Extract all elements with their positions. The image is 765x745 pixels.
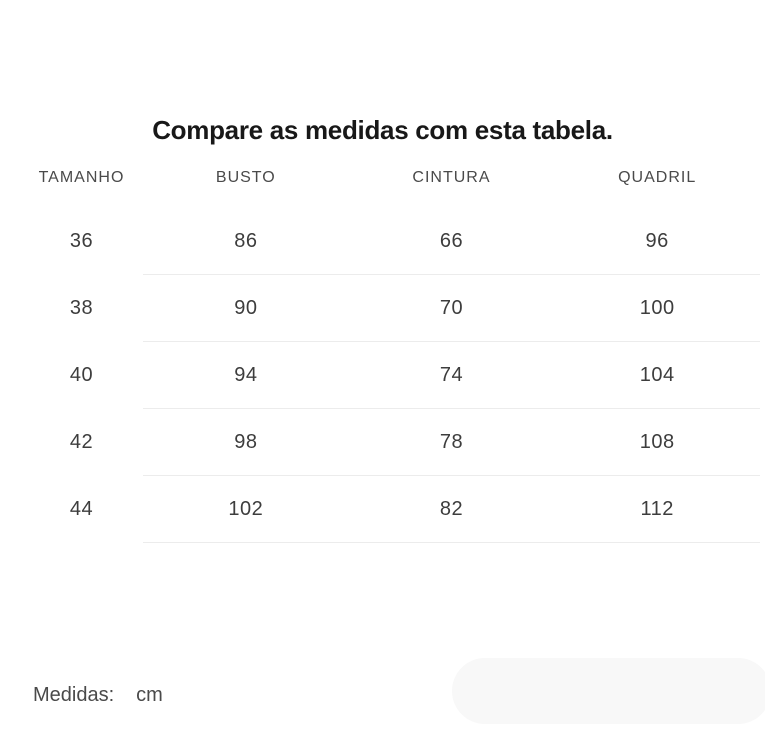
table-row: 40 94 74 104	[20, 341, 760, 409]
cell-hip: 112	[554, 475, 760, 543]
cell-size: 42	[69, 430, 94, 453]
cell-hip: 108	[554, 408, 760, 476]
cell-hip: 100	[554, 274, 760, 342]
bottom-right-rounded-panel	[452, 658, 765, 724]
cell-waist: 74	[348, 341, 555, 409]
table-row: 36 86 66 96	[20, 208, 760, 275]
cell-waist: 82	[348, 475, 555, 543]
measurements-unit: cm	[136, 684, 163, 706]
column-header-cintura: CINTURA	[412, 169, 491, 186]
cell-bust: 102	[143, 475, 349, 543]
column-header-busto: BUSTO	[215, 169, 276, 186]
cell-bust: 90	[143, 274, 349, 342]
table-row: 38 90 70 100	[20, 274, 760, 342]
cell-bust: 94	[143, 341, 349, 409]
cell-size: 38	[69, 296, 94, 319]
measurements-footer: Medidas: cm	[33, 684, 163, 707]
cell-bust: 86	[143, 208, 349, 275]
cell-hip: 104	[554, 341, 760, 409]
measurements-label: Medidas:	[33, 684, 115, 706]
cell-waist: 78	[348, 408, 555, 476]
cell-waist: 70	[348, 274, 555, 342]
header-row: TAMANHO BUSTO CINTURA QUADRIL	[20, 148, 760, 208]
table-row: 44 102 82 112	[20, 475, 760, 543]
cell-bust: 98	[143, 408, 349, 476]
table-row: 42 98 78 108	[20, 408, 760, 476]
cell-size: 40	[69, 363, 94, 386]
column-header-quadril: QUADRIL	[618, 169, 697, 186]
cell-waist: 66	[348, 208, 555, 275]
size-table: TAMANHO BUSTO CINTURA QUADRIL 36 86 66 9…	[20, 148, 760, 543]
page-title: Compare as medidas com esta tabela.	[152, 115, 613, 145]
cell-size: 44	[69, 497, 94, 520]
column-header-tamanho: TAMANHO	[38, 169, 125, 186]
cell-size: 36	[69, 229, 94, 252]
cell-hip: 96	[554, 208, 760, 275]
